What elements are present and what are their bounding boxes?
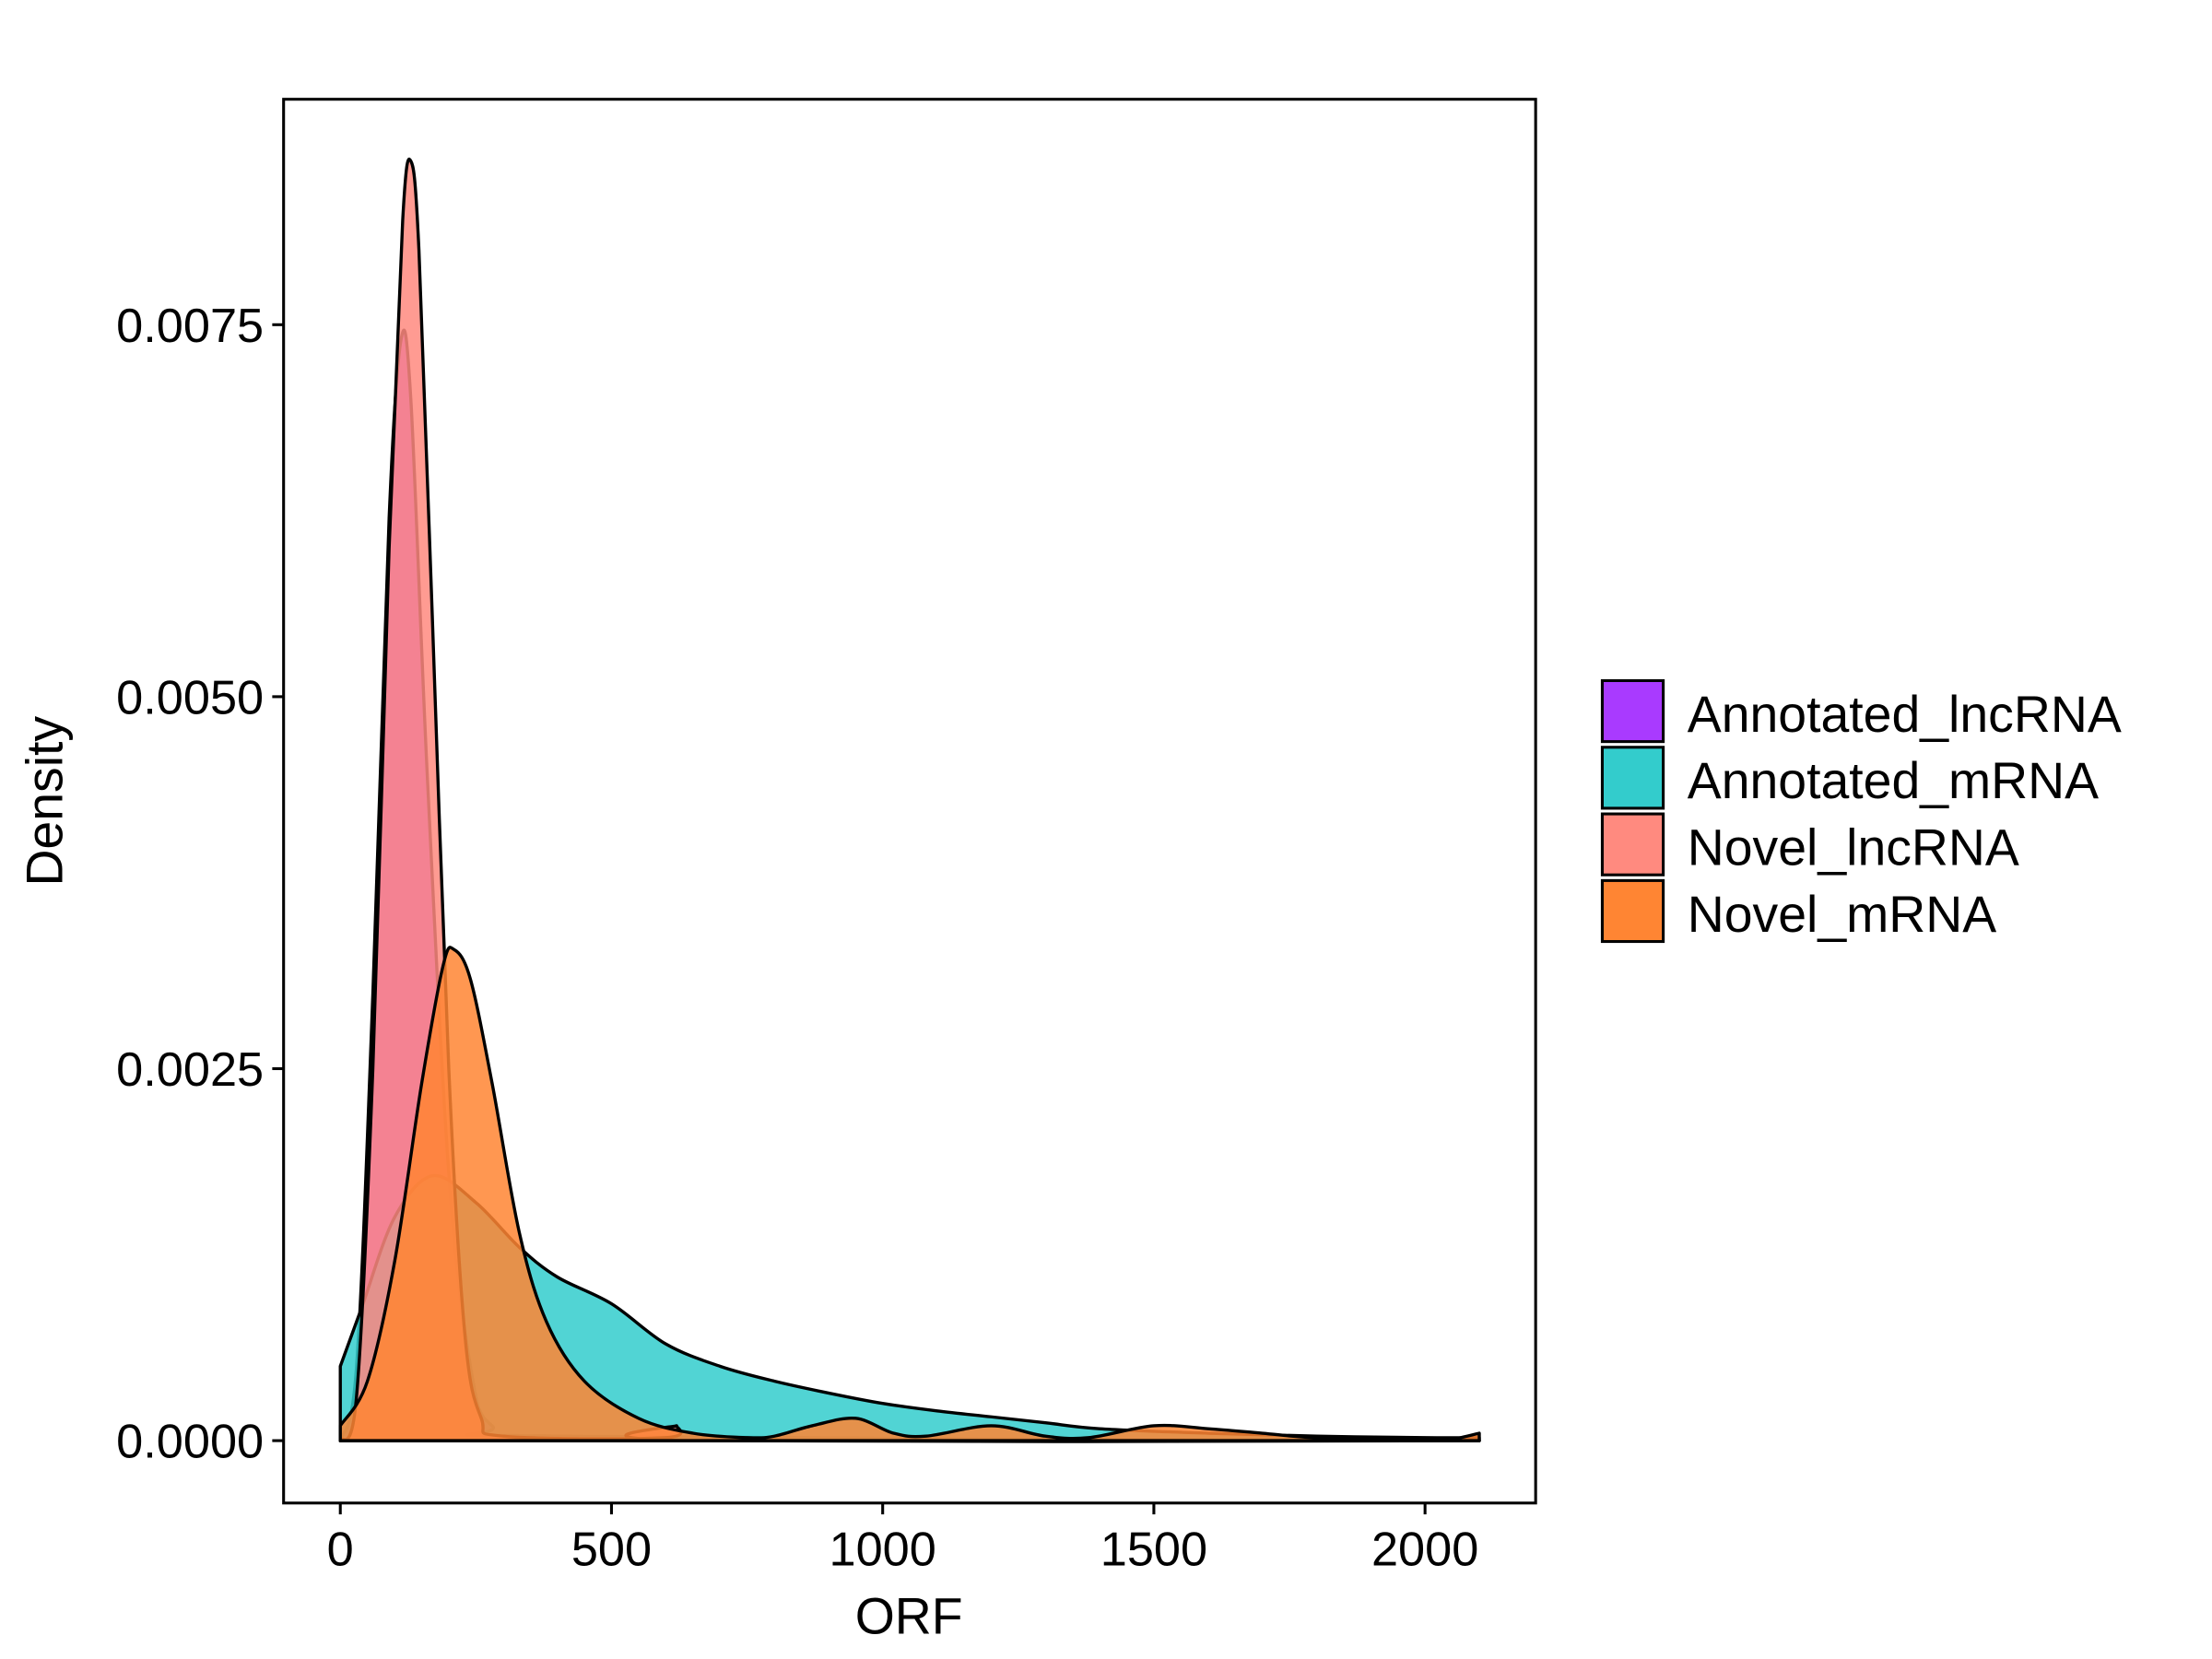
legend-key-annotated-lncrna — [1600, 678, 1665, 744]
plot-area — [338, 157, 1481, 1443]
y-tick-label: 0.0050 — [116, 671, 264, 724]
x-tick-label: 2000 — [1371, 1523, 1478, 1576]
legend-key-novel-lncrna — [1600, 812, 1665, 877]
legend-label: Annotated_lncRNA — [1688, 686, 2122, 743]
legend-label: Annotated_mRNA — [1688, 752, 2099, 809]
y-tick-label: 0.0000 — [116, 1416, 264, 1469]
legend-label: Novel_lncRNA — [1688, 818, 2019, 876]
legend: Annotated_lncRNA Annotated_mRNA Novel_lncR… — [1600, 678, 2122, 944]
axes: 0.0000 0.0025 0.0050 0.0075 0 500 1000 1500 2000 — [116, 300, 1478, 1577]
y-tick-label: 0.0025 — [116, 1043, 264, 1097]
x-axis-label: ORF — [855, 1587, 963, 1644]
density-area-novel-mrna — [338, 946, 1481, 1442]
y-axis-label: Density — [17, 716, 74, 887]
x-tick-label: 1000 — [830, 1523, 936, 1576]
y-tick-label: 0.0075 — [116, 300, 264, 353]
legend-label: Novel_mRNA — [1688, 886, 1996, 943]
legend-key-annotated-mrna — [1600, 746, 1665, 810]
x-tick-label: 0 — [327, 1523, 354, 1576]
panel-border — [282, 98, 1537, 1505]
x-tick-label: 500 — [571, 1523, 652, 1576]
x-tick-label: 1500 — [1100, 1523, 1207, 1576]
legend-key-novel-mrna — [1600, 878, 1665, 944]
